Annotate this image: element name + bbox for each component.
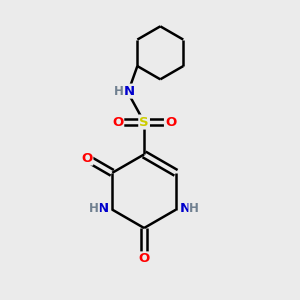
Text: N: N [98,202,109,215]
Text: O: O [139,252,150,266]
Text: O: O [81,152,92,165]
Text: N: N [124,85,135,98]
Text: O: O [165,116,176,128]
Text: O: O [112,116,123,128]
Text: N: N [179,202,191,215]
Text: H: H [89,202,99,215]
Text: H: H [189,202,199,215]
Text: H: H [114,85,124,98]
Text: S: S [139,116,149,128]
